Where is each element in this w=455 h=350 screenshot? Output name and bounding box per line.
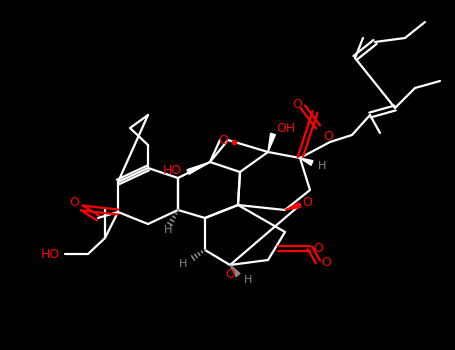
Text: O: O xyxy=(313,241,323,254)
Text: O: O xyxy=(321,256,331,268)
Text: HO: HO xyxy=(162,163,182,176)
Text: H: H xyxy=(179,259,187,269)
Text: OH: OH xyxy=(276,121,296,134)
Polygon shape xyxy=(187,162,210,174)
Text: O: O xyxy=(302,196,312,209)
Polygon shape xyxy=(268,133,275,152)
Text: HO: HO xyxy=(40,247,60,260)
Text: O: O xyxy=(218,133,228,147)
Text: O: O xyxy=(69,196,79,210)
Text: H: H xyxy=(244,275,252,285)
Polygon shape xyxy=(285,203,301,210)
Text: H: H xyxy=(318,161,326,171)
Polygon shape xyxy=(230,265,240,276)
Text: H: H xyxy=(164,225,172,235)
Text: O: O xyxy=(225,268,235,281)
Text: O: O xyxy=(292,98,302,111)
Text: O: O xyxy=(323,131,333,144)
Polygon shape xyxy=(300,158,313,165)
